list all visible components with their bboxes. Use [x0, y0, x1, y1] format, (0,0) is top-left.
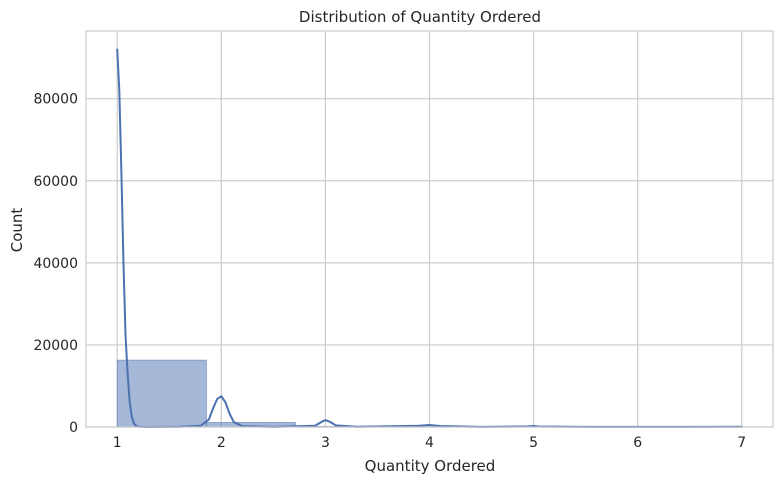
- y-axis-ticks: 0 20000 40000 60000 80000: [33, 92, 78, 436]
- y-tick-label: 60000: [33, 174, 78, 190]
- x-tick-label: 7: [737, 435, 746, 451]
- histogram-bar: [116, 359, 207, 428]
- x-tick-label: 1: [113, 435, 122, 451]
- chart-title: Distribution of Quantity Ordered: [299, 8, 541, 26]
- x-tick-label: 2: [217, 435, 226, 451]
- x-tick-label: 5: [529, 435, 538, 451]
- y-tick-label: 80000: [33, 92, 78, 108]
- x-axis-label: Quantity Ordered: [365, 457, 496, 475]
- plot-frame: [85, 30, 774, 428]
- y-tick-label: 20000: [33, 338, 78, 354]
- y-tick-label: 0: [69, 420, 78, 436]
- x-axis-ticks: 1 2 3 4 5 6 7: [113, 435, 746, 451]
- x-tick-label: 6: [633, 435, 642, 451]
- x-tick-label: 3: [321, 435, 330, 451]
- x-tick-label: 4: [425, 435, 434, 451]
- y-tick-label: 40000: [33, 256, 78, 272]
- y-axis-label: Count: [8, 208, 26, 253]
